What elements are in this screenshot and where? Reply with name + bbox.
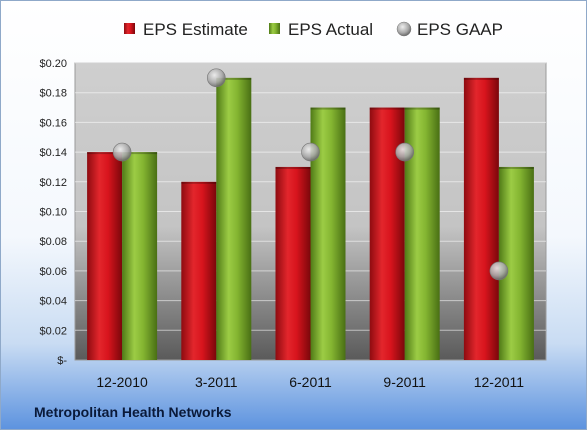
bar-eps-estimate [87,152,123,360]
legend-label-eps-estimate: EPS Estimate [143,20,248,39]
bar-eps-actual [498,166,534,360]
bar-top-edge [404,107,440,110]
legend-label-eps-actual: EPS Actual [288,20,373,39]
marker-eps-gaap [112,142,132,162]
y-tick-label: $0.04 [39,296,67,308]
y-axis: $- $0.02 $0.04 $0.06 $0.08 $0.10 $0.12 $0.14 $0.… [39,58,67,367]
y-tick-label: $0.06 [39,266,67,278]
y-tick-label: $0.14 [39,147,67,159]
bar-top-edge [181,181,217,184]
company-label: Metropolitan Health Networks [34,404,232,420]
gaap-markers [112,68,509,281]
marker-eps-gaap [395,142,415,162]
bar-top-edge [498,166,534,169]
y-tick-label: $- [57,355,67,367]
x-tick-label: 12-2010 [96,374,148,390]
y-tick-label: $0.18 [39,88,67,100]
bar-eps-estimate [181,181,217,360]
legend-label-eps-gaap: EPS GAAP [417,20,503,39]
marker-eps-gaap [207,68,226,88]
bar-eps-estimate [463,77,499,360]
bar-top-edge [310,107,346,110]
y-tick-label: $0.02 [39,325,67,337]
x-tick-label: 3-2011 [195,374,238,390]
bar-top-edge [275,166,311,169]
legend-swatch-eps-actual [269,23,280,34]
x-axis: 12-2010 3-2011 6-2011 9-2011 12-2011 [96,374,524,390]
y-tick-label: $0.08 [39,236,67,248]
bar-top-edge [122,152,158,155]
x-tick-label: 9-2011 [383,374,426,390]
marker-eps-gaap [489,261,509,281]
x-tick-label: 6-2011 [289,374,332,390]
legend-swatch-eps-gaap [396,21,412,37]
bar-eps-actual [216,77,252,360]
bar-top-edge [216,77,252,80]
y-tick-label: $0.20 [39,58,67,70]
x-tick-label: 12-2011 [474,374,525,390]
y-tick-label: $0.10 [39,207,67,219]
bar-eps-actual [122,152,158,360]
legend-swatch-eps-estimate [124,23,135,34]
y-tick-label: $0.12 [39,177,67,189]
marker-eps-gaap [301,142,320,162]
bar-eps-estimate [275,166,311,360]
y-tick-label: $0.16 [39,117,67,129]
bar-top-edge [463,77,499,80]
bar-top-edge [87,152,123,155]
bar-top-edge [369,107,405,110]
legend: EPS Estimate EPS Actual EPS GAAP [124,20,503,39]
